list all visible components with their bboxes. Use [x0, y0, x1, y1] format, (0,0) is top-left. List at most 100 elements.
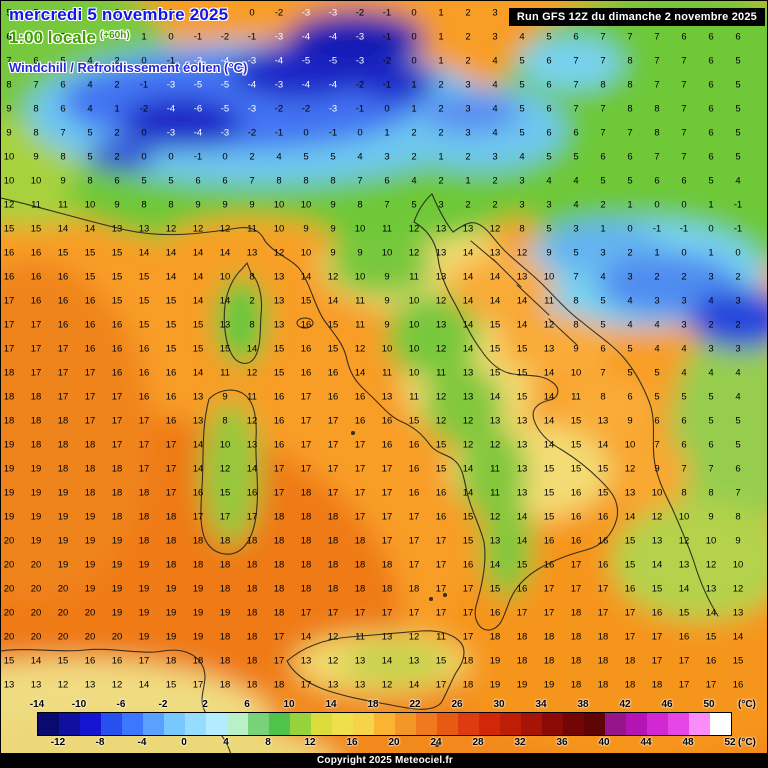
- temperature-value: 18: [165, 655, 177, 667]
- temperature-value: 16: [543, 535, 555, 547]
- temperature-value: 17: [138, 463, 150, 475]
- temperature-value: 13: [516, 487, 528, 499]
- temperature-value: 3: [492, 7, 498, 19]
- temperature-value: 17: [381, 463, 393, 475]
- temperature-value: 13: [273, 295, 285, 307]
- temperature-value: 14: [192, 295, 204, 307]
- temperature-value: 18: [138, 511, 150, 523]
- temperature-value: 10: [732, 559, 744, 571]
- temperature-value: 17: [165, 439, 177, 451]
- temperature-value: 2: [114, 151, 120, 163]
- temperature-value: 8: [141, 199, 147, 211]
- temperature-value: 15: [543, 487, 555, 499]
- temperature-value: 14: [165, 271, 177, 283]
- temperature-value: 15: [570, 415, 582, 427]
- temperature-value: 16: [462, 559, 474, 571]
- temperature-value: 19: [57, 511, 69, 523]
- temperature-value: 12: [435, 391, 447, 403]
- temperature-value: 12: [543, 319, 555, 331]
- temperature-value: 16: [165, 391, 177, 403]
- temperature-value: 17: [300, 607, 312, 619]
- temperature-value: 15: [516, 343, 528, 355]
- temperature-value: 9: [384, 319, 390, 331]
- temperature-value: 5: [654, 391, 660, 403]
- time-label: 1:00 locale: [9, 28, 96, 47]
- temperature-value: 5: [735, 79, 741, 91]
- temperature-value: 5: [546, 151, 552, 163]
- temperature-value: 1: [114, 103, 120, 115]
- legend-tick-label: 34: [535, 699, 547, 710]
- temperature-value: 8: [168, 199, 174, 211]
- temperature-value: 10: [651, 487, 663, 499]
- temperature-value: 18: [462, 679, 474, 691]
- temperature-value: 9: [330, 199, 336, 211]
- temperature-value: 2: [411, 151, 417, 163]
- temperature-value: 5: [654, 367, 660, 379]
- temperature-value: 13: [597, 415, 609, 427]
- temperature-value: 17: [300, 415, 312, 427]
- legend-color-cell: [668, 713, 689, 735]
- temperature-value: 1: [438, 151, 444, 163]
- temperature-value: 12: [435, 415, 447, 427]
- temperature-value: 18: [327, 511, 339, 523]
- temperature-value: 16: [570, 535, 582, 547]
- temperature-value: 18: [597, 679, 609, 691]
- temperature-value: 18: [3, 415, 15, 427]
- temperature-value: 3: [573, 223, 579, 235]
- temperature-value: 8: [33, 127, 39, 139]
- temperature-value: 8: [627, 55, 633, 67]
- temperature-value: 14: [543, 415, 555, 427]
- temperature-value: 4: [708, 295, 714, 307]
- temperature-value: 3: [546, 199, 552, 211]
- legend-color-cell: [416, 713, 437, 735]
- temperature-value: 16: [381, 415, 393, 427]
- temperature-value: -3: [247, 55, 257, 67]
- temperature-value: 17: [30, 319, 42, 331]
- temperature-value: 13: [516, 415, 528, 427]
- temperature-value: 14: [300, 631, 312, 643]
- temperature-value: 16: [165, 415, 177, 427]
- temperature-value: -1: [382, 31, 392, 43]
- temperature-value: 3: [654, 295, 660, 307]
- temperature-value: 15: [84, 247, 96, 259]
- temperature-value: 4: [87, 103, 93, 115]
- temperature-value: -3: [355, 31, 365, 43]
- temperature-value: 5: [546, 223, 552, 235]
- temperature-value: -1: [382, 7, 392, 19]
- temperature-value: 9: [6, 103, 12, 115]
- temperature-value: 7: [681, 127, 687, 139]
- legend-tick-label: 18: [367, 699, 379, 710]
- temperature-value: 12: [462, 439, 474, 451]
- temperature-value: 15: [408, 415, 420, 427]
- temperature-value: 18: [327, 583, 339, 595]
- temperature-value: 14: [516, 535, 528, 547]
- temperature-value: 2: [438, 79, 444, 91]
- temperature-value: 13: [354, 655, 366, 667]
- legend-color-cell: [164, 713, 185, 735]
- temperature-value: 12: [489, 223, 501, 235]
- temperature-value: 19: [138, 583, 150, 595]
- temperature-value: 4: [573, 175, 579, 187]
- temperature-value: 14: [462, 463, 474, 475]
- temperature-value: 0: [195, 7, 201, 19]
- legend-color-cell: [38, 713, 59, 735]
- temperature-value: 19: [3, 463, 15, 475]
- temperature-value: 15: [543, 463, 555, 475]
- temperature-value: 17: [408, 535, 420, 547]
- temperature-value: 10: [219, 271, 231, 283]
- temperature-value: 3: [681, 295, 687, 307]
- temperature-value: 17: [111, 391, 123, 403]
- temperature-value: 3: [735, 343, 741, 355]
- temperature-value: 9: [303, 223, 309, 235]
- temperature-value: 15: [624, 535, 636, 547]
- temperature-value: 16: [597, 535, 609, 547]
- temperature-value: 17: [192, 679, 204, 691]
- color-scale-legend: -14 -10 -6 -2 2 6 10 14 18 22 26 30 34 38 42 46 50 -12 -8…: [1, 699, 767, 755]
- temperature-value: 1: [600, 223, 606, 235]
- temperature-value: 19: [3, 511, 15, 523]
- temperature-value: 20: [3, 559, 15, 571]
- temperature-value: 2: [492, 175, 498, 187]
- legend-color-cell: [458, 713, 479, 735]
- temperature-value: 18: [165, 511, 177, 523]
- temperature-value: 1: [168, 7, 174, 19]
